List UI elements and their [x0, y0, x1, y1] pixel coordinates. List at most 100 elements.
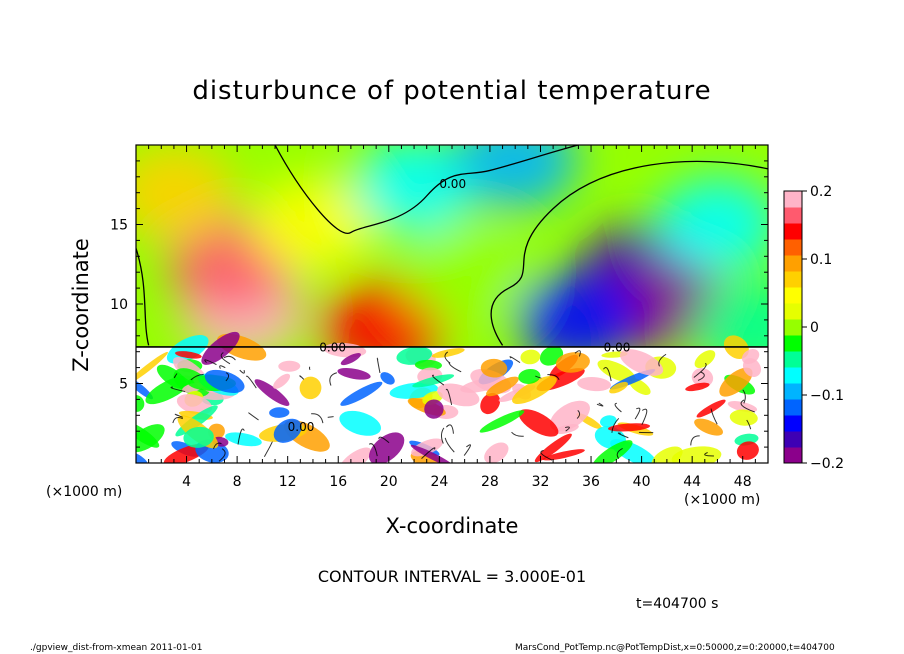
contour-squiggle-38 — [697, 371, 705, 381]
turbulent-patch-108 — [437, 383, 480, 407]
turbulent-patch-116 — [518, 368, 541, 384]
contour-squiggle-48 — [204, 359, 217, 366]
contour-squiggle-14 — [432, 374, 445, 386]
turbulent-patch-90 — [340, 353, 361, 366]
turbulent-patch-89 — [278, 360, 301, 372]
turbulent-patch-95 — [339, 410, 381, 436]
turbulent-patch-111 — [486, 376, 519, 397]
contour-zero-left — [136, 248, 150, 346]
footer-data-source: MarsCond_PotTemp.nc@PotTempDist,x=0:5000… — [515, 643, 835, 653]
contour-squiggle-16 — [444, 437, 455, 453]
contour-squiggle-22 — [742, 389, 746, 404]
contour-squiggle-35 — [245, 375, 257, 389]
colorbar-band-4 — [784, 383, 802, 400]
turbulent-patch-117 — [410, 444, 456, 463]
contour-squiggle-33 — [641, 408, 648, 425]
colorbar-band-13 — [784, 239, 802, 256]
turbulent-patch-51 — [339, 447, 372, 463]
contour-squiggle-28 — [248, 412, 259, 421]
turbulent-patch-77 — [136, 351, 169, 385]
turbulent-patch-115 — [183, 426, 214, 448]
colorbar-band-11 — [784, 271, 802, 288]
turbulent-patch-100 — [424, 399, 444, 419]
colorbar-band-16 — [784, 191, 802, 208]
x-unit-label-right: (×1000 m) — [684, 492, 761, 508]
turbulent-patch-74 — [136, 452, 149, 463]
contour-squiggle-11 — [174, 413, 184, 418]
contour-squiggle-46 — [547, 374, 560, 381]
turbulent-patch-3 — [480, 392, 501, 415]
turbulent-patch-14 — [254, 379, 290, 406]
contour-squiggle-30 — [690, 435, 700, 446]
contour-squiggle-9 — [308, 366, 311, 371]
turbulent-patch-107 — [479, 410, 525, 433]
contour-squiggle-31 — [223, 355, 236, 361]
turbulent-patch-99 — [619, 349, 664, 376]
turbulent-patch-20 — [431, 348, 465, 358]
contour-label-1: 0.00 — [319, 341, 346, 355]
turbulent-patch-87 — [549, 400, 590, 432]
contour-squiggle-56 — [603, 366, 612, 382]
turbulent-patch-41 — [337, 368, 371, 380]
contour-squiggle-27 — [704, 452, 714, 457]
turbulent-patch-15 — [136, 378, 154, 400]
field-blob-9 — [655, 176, 768, 273]
turbulent-patch-118 — [742, 358, 761, 378]
y-tick-label: 15 — [110, 218, 128, 234]
turbulent-patch-72 — [225, 432, 262, 447]
turbulent-patch-19 — [166, 335, 209, 364]
x-tick-label: 36 — [582, 474, 600, 490]
contour-squiggle-20 — [190, 373, 204, 381]
contour-squiggle-13 — [218, 448, 226, 462]
contour-squiggle-44 — [263, 441, 273, 457]
contour-squiggle-55 — [616, 448, 623, 459]
contour-interval-text: CONTOUR INTERVAL = 3.000E-01 — [317, 567, 587, 586]
contour-squiggle-19 — [611, 417, 620, 433]
contour-squiggle-1 — [614, 402, 622, 413]
x-tick-label: 24 — [430, 474, 448, 490]
contour-squiggle-49 — [225, 372, 230, 382]
contour-squiggle-54 — [634, 407, 641, 420]
contour-squiggle-21 — [574, 350, 581, 357]
contour-squiggle-52 — [448, 361, 462, 373]
turbulent-patch-114 — [480, 358, 508, 378]
colorbar-tick-label: −0.2 — [810, 456, 844, 472]
turbulent-patch-44 — [299, 376, 322, 400]
turbulent-patch-46 — [729, 409, 758, 426]
contour-squiggle-24 — [658, 353, 667, 367]
turbulent-patch-71 — [694, 418, 724, 436]
turbulent-patch-103 — [609, 381, 628, 394]
turbulent-patch-105 — [340, 381, 383, 406]
colorbar-band-2 — [784, 415, 802, 432]
x-tick-label: 20 — [380, 474, 398, 490]
turbulent-patch-104 — [380, 372, 395, 385]
x-tick-label: 16 — [329, 474, 347, 490]
contour-squiggle-0 — [327, 416, 335, 418]
colorbar-tick-label: −0.1 — [810, 388, 844, 404]
contour-squiggle-43 — [219, 365, 226, 369]
contour-squiggle-18 — [421, 447, 436, 459]
contour-squiggle-2 — [299, 375, 305, 380]
x-tick-label: 44 — [683, 474, 701, 490]
contour-squiggle-5 — [693, 362, 707, 378]
turbulent-patch-79 — [176, 394, 213, 415]
turbulent-patch-92 — [651, 446, 683, 463]
contour-squiggle-6 — [564, 426, 570, 432]
turbulent-patch-66 — [607, 423, 651, 432]
x-tick-label: 48 — [734, 474, 752, 490]
contour-zero-upper — [274, 145, 579, 234]
x-tick-label: 8 — [233, 474, 242, 490]
contour-label-3: 0.00 — [288, 420, 315, 434]
colorbar-band-0 — [784, 447, 802, 464]
colorbar-band-8 — [784, 319, 802, 336]
turbulent-patch-22 — [520, 349, 541, 365]
x-tick-label: 28 — [481, 474, 499, 490]
colorbar-band-14 — [784, 223, 802, 240]
contour-squiggle-10 — [540, 450, 553, 461]
heatmap-field: 0.00 0.00 0.00 0.00 — [136, 145, 768, 463]
footer-script-info: ./gpview_dist-from-xmean 2011-01-01 — [30, 643, 203, 653]
colorbar-band-7 — [784, 335, 802, 352]
contour-squiggle-12 — [596, 402, 604, 407]
contour-squiggle-23 — [311, 413, 324, 424]
